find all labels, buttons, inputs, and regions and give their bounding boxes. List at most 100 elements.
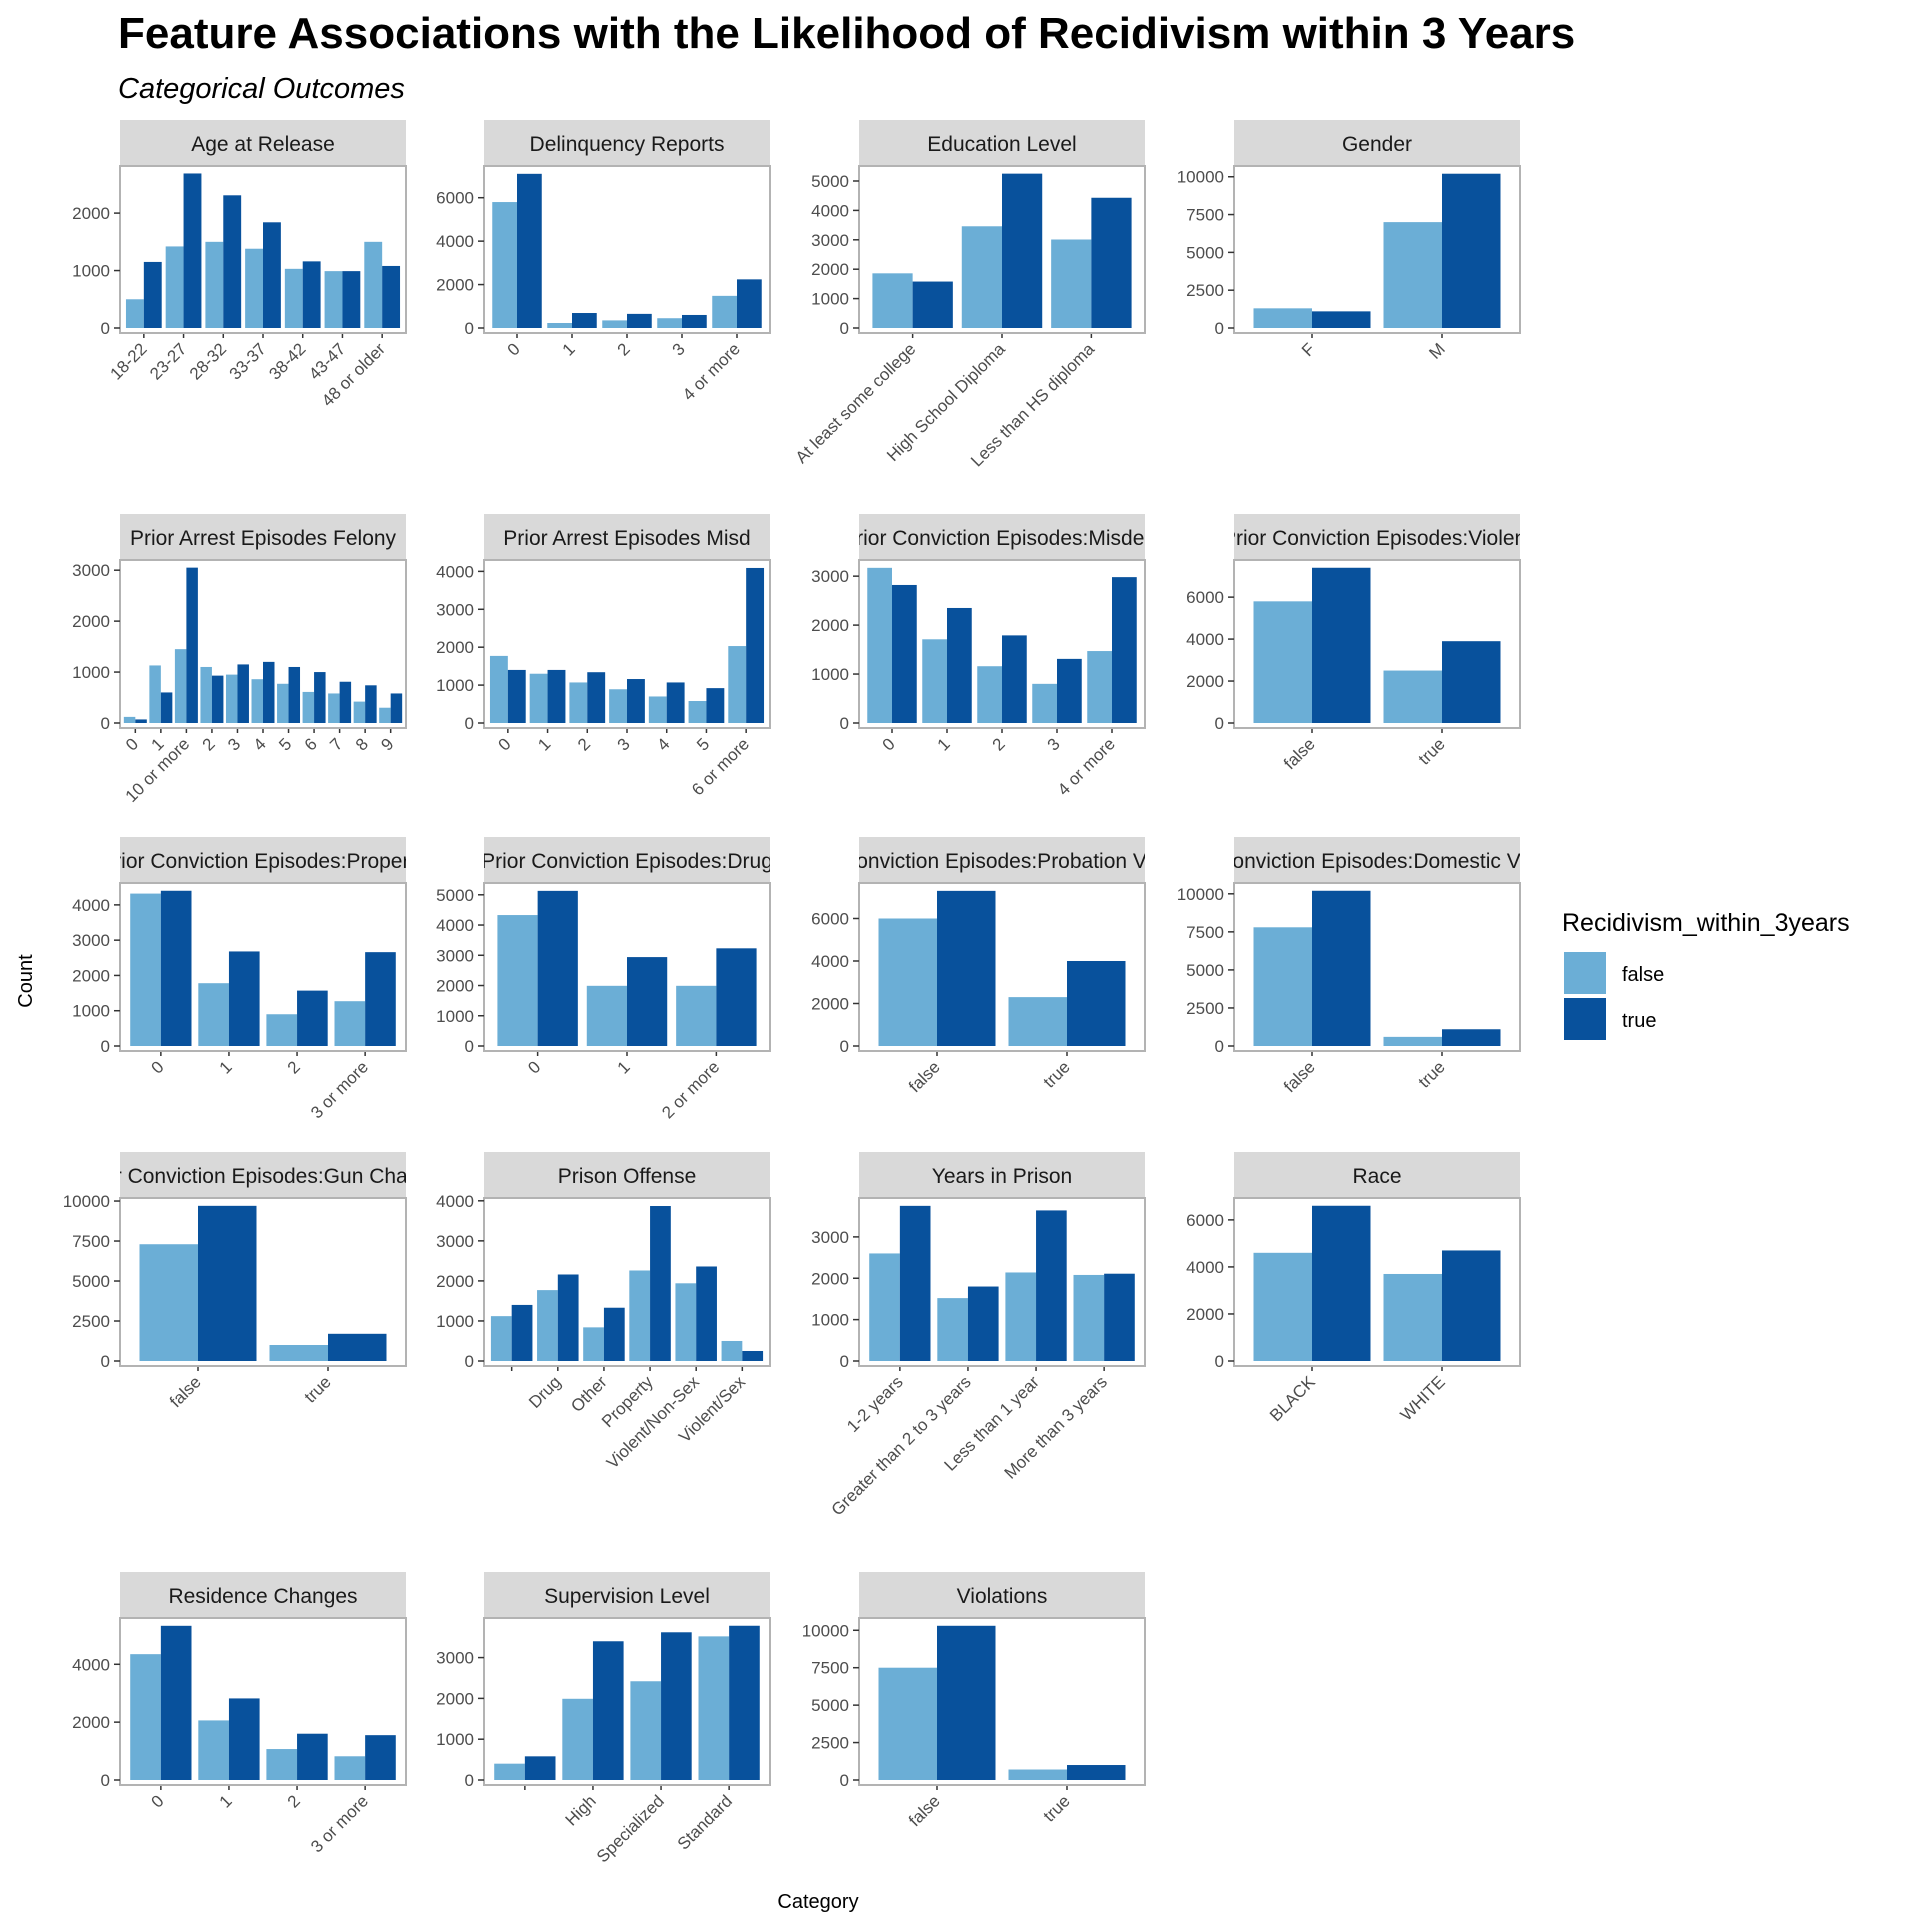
bar-true: [1312, 567, 1371, 723]
panel-strip: [120, 514, 406, 560]
x-tick-label: 2: [614, 339, 634, 359]
x-tick-label: 1: [559, 339, 579, 359]
bar-false: [123, 716, 136, 723]
bar-true: [737, 279, 762, 328]
bar-false: [198, 1720, 229, 1780]
bar-false: [547, 323, 572, 328]
bar-false: [266, 1014, 298, 1046]
bar-false: [878, 918, 937, 1046]
y-tick-label: 2000: [436, 977, 474, 996]
panel-strip: [1234, 120, 1520, 166]
bar-true: [1057, 658, 1082, 723]
x-tick-label: 1: [934, 734, 954, 754]
y-tick-label: 2000: [1186, 1305, 1224, 1324]
y-tick-label: 1000: [436, 676, 474, 695]
bar-false: [961, 226, 1002, 328]
bar-true: [382, 265, 401, 328]
bar-false: [569, 682, 588, 723]
y-tick-label: 0: [101, 1771, 110, 1790]
bar-true: [899, 1205, 931, 1361]
panel-title: Prior Conviction Episodes:Misdem: [842, 527, 1162, 550]
x-tick-label: 2: [284, 1791, 304, 1811]
y-tick-label: 4000: [436, 562, 474, 581]
bar-false: [1383, 222, 1442, 328]
x-tick-label: BLACK: [1266, 1372, 1319, 1425]
bar-false: [688, 701, 707, 723]
panel-border: [119, 559, 407, 729]
panel-title: Residence Changes: [168, 1585, 357, 1608]
y-tick-label: 2500: [811, 1734, 849, 1753]
bar-true: [627, 313, 652, 328]
x-tick-label: 4: [250, 734, 270, 754]
y-tick-label: 5000: [1186, 243, 1224, 262]
bar-false: [334, 1756, 366, 1780]
y-tick-label: 6000: [1186, 1211, 1224, 1230]
bar-false: [629, 1270, 651, 1361]
y-tick-label: 0: [1215, 714, 1224, 733]
y-tick-label: 4000: [72, 1655, 110, 1674]
panel-title: Prior Conviction Episodes:Gun Charges: [77, 1165, 448, 1188]
y-tick-label: 0: [101, 319, 110, 338]
y-tick-label: 0: [840, 1771, 849, 1790]
bar-true: [696, 1266, 717, 1361]
y-tick-label: 2000: [811, 994, 849, 1013]
panel-strip: [120, 837, 406, 883]
y-tick-label: 2000: [72, 612, 110, 631]
x-tick-label: 6: [301, 734, 321, 754]
bar-false: [139, 1244, 198, 1361]
panel-strip: [120, 120, 406, 166]
bar-true: [627, 957, 668, 1046]
y-tick-label: 1000: [436, 1730, 474, 1749]
bar-true: [1036, 1210, 1067, 1361]
y-tick-label: 0: [1215, 319, 1224, 338]
panel-9: Prior Conviction Episodes:Property 0 1 2 3 o…: [72, 837, 407, 1122]
panel-strip: [859, 837, 1145, 883]
x-tick-label: 0: [148, 1057, 168, 1077]
y-tick-label: 7500: [811, 1659, 849, 1678]
bar-false: [583, 1327, 604, 1361]
panel-17: Residence Changes 0 1 2 3 or more 0 2000 4000: [72, 1572, 407, 1856]
panel-border: [483, 1617, 771, 1786]
y-tick-label: 2500: [1186, 281, 1224, 300]
bar-true: [1112, 577, 1137, 723]
panel-border: [1233, 882, 1521, 1052]
bar-false: [712, 295, 737, 328]
bar-false: [198, 983, 229, 1046]
panel-border: [1233, 559, 1521, 729]
bar-true: [666, 682, 685, 723]
y-tick-label: 10000: [802, 1621, 849, 1640]
y-tick-label: 0: [465, 1352, 474, 1371]
panel-11: Prior Conviction Episodes:Probation Viol…: [811, 837, 1146, 1096]
x-tick-label: 2: [989, 734, 1009, 754]
y-tick-label: 3000: [436, 600, 474, 619]
panel-title: Prior Arrest Episodes Felony: [130, 527, 397, 550]
panel-strip: [1234, 837, 1520, 883]
y-tick-label: 0: [840, 1352, 849, 1371]
x-tick-label: 2 or more: [658, 1057, 723, 1122]
y-tick-label: 0: [840, 319, 849, 338]
x-tick-label: M: [1425, 339, 1448, 362]
bar-true: [160, 692, 173, 723]
bar-false: [125, 299, 144, 328]
y-tick-label: 4000: [72, 896, 110, 915]
y-tick-label: 0: [465, 714, 474, 733]
panel-border: [119, 165, 407, 334]
x-tick-label: false: [905, 1057, 944, 1096]
bar-true: [186, 567, 198, 723]
bar-true: [263, 661, 275, 723]
bar-true: [365, 1735, 396, 1780]
legend-title: Recidivism_within_3years: [1562, 909, 1850, 937]
y-tick-label: 4000: [1186, 1258, 1224, 1277]
y-tick-label: 2500: [72, 1312, 110, 1331]
y-tick-label: 10000: [63, 1192, 110, 1211]
bar-true: [537, 890, 578, 1046]
y-tick-label: 3000: [811, 231, 849, 250]
chart-title: Feature Associations with the Likelihood…: [118, 9, 1575, 58]
x-tick-label: true: [1040, 1791, 1074, 1825]
y-tick-label: 1000: [436, 1312, 474, 1331]
bar-false: [675, 1283, 697, 1361]
legend-swatch-false: [1564, 952, 1606, 994]
y-tick-label: 2000: [811, 616, 849, 635]
x-tick-label: 8: [352, 734, 372, 754]
